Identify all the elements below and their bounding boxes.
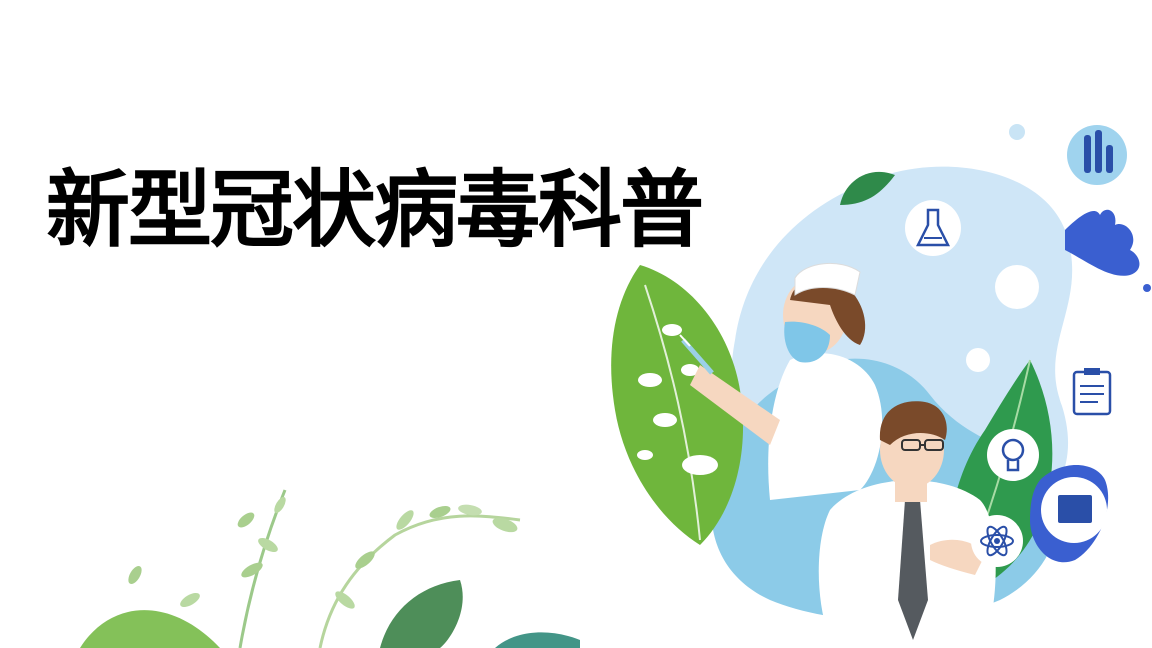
slide-title: 新型冠状病毒科普 bbox=[46, 161, 704, 259]
flask-icon bbox=[905, 200, 961, 256]
monstera-leaf bbox=[611, 265, 744, 545]
monitor-icon bbox=[1030, 465, 1109, 563]
test-tubes-icon bbox=[1067, 125, 1127, 185]
doctor-figure bbox=[818, 401, 996, 640]
clipboard-icon bbox=[1059, 359, 1125, 425]
atom-icon bbox=[971, 515, 1023, 567]
bottom-foliage bbox=[80, 489, 580, 648]
lightbulb-icon bbox=[987, 429, 1039, 481]
nurse-figure bbox=[679, 262, 883, 500]
